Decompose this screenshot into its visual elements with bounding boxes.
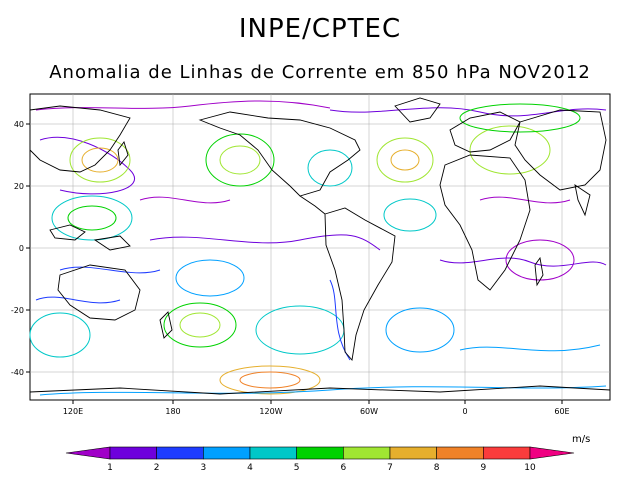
- colorbar-swatch: [156, 446, 204, 460]
- coastlines: [29, 97, 611, 395]
- colorbar-swatch: [203, 446, 251, 460]
- colorbar-swatch: [109, 446, 157, 460]
- axis-ticks: [26, 123, 563, 404]
- colorbar: 1 2 3 4 5 6 7 8 9 10: [65, 446, 575, 473]
- colorbar-label: 1: [107, 463, 113, 473]
- colorbar-right-arrow: [529, 446, 575, 460]
- colorbar-swatch: [483, 446, 531, 460]
- colorbar-label: 9: [480, 463, 486, 473]
- lon-tick-label: 60E: [554, 407, 569, 416]
- colorbar-swatch: [343, 446, 391, 460]
- lon-tick-label: 120W: [259, 407, 282, 416]
- lon-tick-label: 180: [165, 407, 180, 416]
- lat-tick-label: 0: [19, 244, 24, 253]
- units-label: m/s: [572, 434, 591, 445]
- lat-tick-label: -20: [11, 306, 24, 315]
- colorbar-label: 5: [294, 463, 300, 473]
- grid-lines: [30, 94, 610, 400]
- colorbar-label: 7: [387, 463, 393, 473]
- lat-tick-label: 40: [14, 120, 24, 129]
- colorbar-label: 4: [247, 463, 253, 473]
- colorbar-label: 3: [200, 463, 206, 473]
- lon-tick-label: 60W: [360, 407, 378, 416]
- colorbar-label: 6: [340, 463, 346, 473]
- colorbar-swatch: [389, 446, 437, 460]
- colorbar-label: 2: [154, 463, 160, 473]
- lon-tick-label: 0: [462, 407, 467, 416]
- lon-tick-label: 120E: [63, 407, 83, 416]
- colorbar-swatch: [436, 446, 484, 460]
- org-title: INPE/CPTEC: [238, 14, 402, 44]
- map-subtitle: Anomalia de Linhas de Corrente em 850 hP…: [49, 62, 591, 83]
- lat-tick-label: -40: [11, 368, 24, 377]
- colorbar-label: 8: [434, 463, 440, 473]
- colorbar-left-arrow: [65, 446, 111, 460]
- colorbar-label: 10: [524, 463, 536, 473]
- colorbar-swatch: [296, 446, 344, 460]
- lat-tick-label: 20: [14, 182, 24, 191]
- colorbar-swatch: [249, 446, 297, 460]
